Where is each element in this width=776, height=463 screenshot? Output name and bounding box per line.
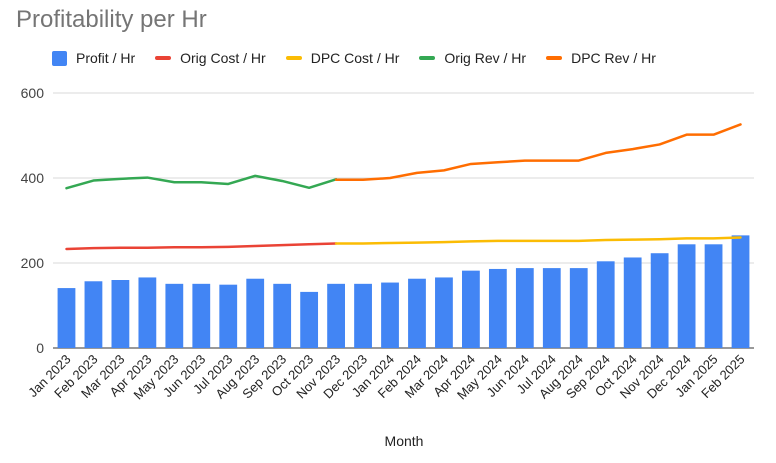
bar: [381, 282, 399, 348]
bar: [138, 277, 157, 348]
bar: [462, 270, 480, 348]
series-line: [65, 174, 338, 190]
bar: [408, 278, 426, 348]
series-line: [65, 242, 338, 251]
series-line: [334, 236, 742, 245]
series-line: [334, 123, 742, 181]
bar: [192, 283, 211, 348]
bar: [515, 268, 534, 348]
legend-item-orig-cost: Orig Cost / Hr: [155, 50, 266, 66]
bar-series: [57, 235, 750, 348]
legend-item-dpc-cost: DPC Cost / Hr: [285, 50, 400, 66]
bar: [731, 235, 750, 348]
legend-item-profit: Profit / Hr: [52, 50, 135, 66]
legend-item-dpc-rev: DPC Rev / Hr: [546, 50, 656, 66]
y-tick-label: 600: [21, 85, 45, 101]
chart-legend: Profit / Hr Orig Cost / Hr DPC Cost / Hr…: [52, 50, 676, 66]
bar: [704, 244, 723, 348]
legend-swatch-dpc-rev: [546, 56, 563, 60]
bar: [542, 268, 561, 348]
line-series: [65, 123, 742, 251]
legend-swatch-orig-rev: [419, 56, 436, 60]
bar: [246, 278, 265, 348]
chart-title: Profitability per Hr: [16, 6, 207, 33]
legend-swatch-profit: [52, 50, 67, 66]
bar: [354, 283, 372, 348]
bar: [569, 268, 588, 348]
legend-label-orig-cost: Orig Cost / Hr: [180, 50, 266, 66]
y-tick-label: 400: [21, 170, 45, 186]
legend-label-dpc-rev: DPC Rev / Hr: [571, 50, 656, 66]
bar: [57, 288, 76, 348]
legend-label-profit: Profit / Hr: [76, 50, 136, 66]
bar: [273, 283, 292, 348]
bar: [327, 283, 345, 348]
bar: [488, 268, 507, 348]
bar: [623, 257, 642, 348]
legend-swatch-dpc-cost: [285, 56, 302, 60]
y-tick-label: 200: [21, 255, 45, 271]
bar: [165, 283, 184, 348]
bar: [677, 244, 696, 348]
y-axis-ticks: 0 200 400 600: [21, 85, 45, 356]
bar: [650, 253, 669, 348]
bar: [219, 284, 238, 348]
bar: [596, 261, 615, 348]
bar: [111, 280, 130, 348]
bar: [84, 281, 103, 348]
gridlines: [53, 92, 754, 349]
legend-swatch-orig-cost: [155, 56, 172, 60]
legend-label-orig-rev: Orig Rev / Hr: [444, 50, 527, 66]
y-tick-label: 0: [36, 340, 44, 356]
bar: [435, 277, 453, 348]
legend-item-orig-rev: Orig Rev / Hr: [419, 50, 526, 66]
legend-label-dpc-cost: DPC Cost / Hr: [310, 50, 400, 66]
x-axis-title: Month: [385, 433, 424, 449]
bar: [300, 291, 319, 348]
